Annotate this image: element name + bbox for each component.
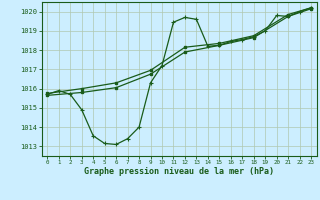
X-axis label: Graphe pression niveau de la mer (hPa): Graphe pression niveau de la mer (hPa) — [84, 167, 274, 176]
